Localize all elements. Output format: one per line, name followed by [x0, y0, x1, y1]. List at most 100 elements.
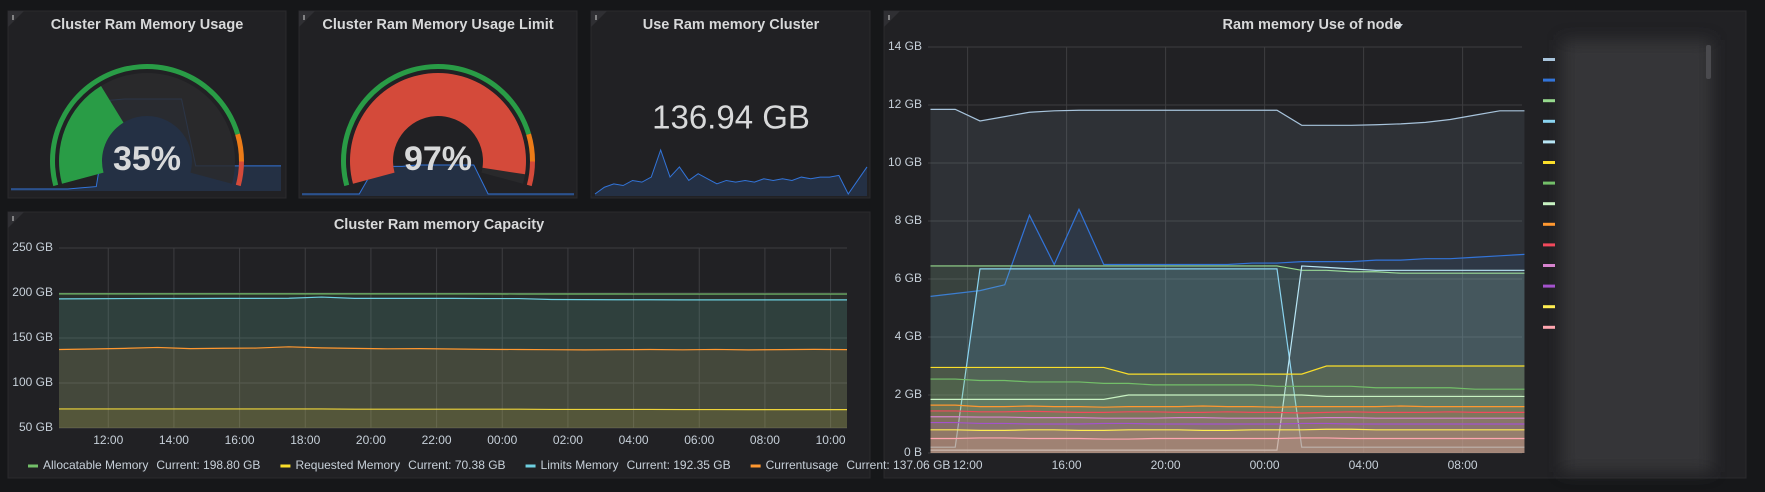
x-tick-label: 00:00 — [487, 433, 517, 447]
x-tick-label: 12:00 — [93, 433, 123, 447]
threshold-band — [526, 133, 535, 162]
legend-current: Current: 137.06 GB — [846, 458, 950, 472]
legend-swatch — [1543, 58, 1555, 61]
legend-swatch — [1543, 99, 1555, 103]
x-tick-label: 10:00 — [816, 433, 846, 447]
legend-swatch — [1543, 264, 1555, 267]
y-tick-label: 10 GB — [888, 155, 922, 169]
y-tick-label: 14 GB — [888, 39, 922, 53]
y-tick-label: 12 GB — [888, 97, 922, 111]
legend-label: Currentusage — [766, 458, 839, 472]
legend-swatch — [525, 464, 536, 468]
series-line — [58, 296, 847, 301]
sparkline-area — [595, 150, 867, 196]
series-area — [59, 293, 847, 428]
sparkline — [302, 164, 574, 195]
sparkline — [594, 148, 868, 195]
legend-swatch — [1543, 161, 1555, 164]
series-area — [930, 410, 1525, 453]
panel-title: Ram memory Use of node — [1223, 17, 1402, 33]
x-tick-label: 04:00 — [1349, 458, 1379, 472]
series-line — [930, 428, 1525, 431]
series-area — [930, 437, 1525, 453]
panel-title: Cluster Ram Memory Usage — [51, 17, 244, 33]
legend-swatch — [1543, 222, 1555, 226]
series-line — [930, 365, 1525, 375]
dropdown-caret[interactable] — [1395, 24, 1403, 29]
scrollbar[interactable] — [1706, 45, 1711, 79]
legend-current: Current: 70.38 GB — [408, 458, 505, 472]
series-line — [930, 421, 1525, 425]
legend-current: Current: 192.35 GB — [627, 458, 731, 472]
threshold-band — [235, 133, 244, 162]
x-tick-label: 12:00 — [953, 458, 983, 472]
series-line — [59, 408, 848, 411]
legend-swatch — [1543, 325, 1555, 329]
legend-swatch — [1543, 243, 1555, 247]
threshold-band — [235, 161, 244, 187]
series-line — [930, 207, 1525, 297]
y-tick-label: 150 GB — [12, 330, 53, 344]
series-area — [930, 416, 1525, 453]
series-line — [930, 265, 1525, 451]
y-tick-label: 2 GB — [895, 387, 922, 401]
info-icon — [12, 15, 890, 221]
x-tick-label: 00:00 — [1250, 458, 1280, 472]
sparkline-area — [302, 165, 574, 196]
panel — [7, 211, 871, 479]
panel-title: Use Ram memory Cluster — [643, 17, 820, 33]
series-line — [930, 268, 1525, 448]
y-tick-label: 100 GB — [12, 375, 53, 389]
series-line — [58, 346, 848, 351]
gauge-value — [350, 72, 527, 184]
legend-swatch — [1543, 305, 1555, 309]
legend-swatch — [1543, 202, 1555, 206]
legend-swatch — [1543, 78, 1555, 82]
series-area — [59, 297, 847, 428]
x-tick-label: 22:00 — [422, 433, 452, 447]
threshold-band — [526, 161, 535, 187]
series-line — [930, 410, 1525, 414]
series-line — [930, 265, 1525, 274]
x-tick-label: 16:00 — [225, 433, 255, 447]
y-tick-label: 200 GB — [12, 285, 53, 299]
x-tick-label: 08:00 — [750, 433, 780, 447]
gauge-label: 35% — [113, 140, 181, 178]
x-tick-label: 14:00 — [159, 433, 189, 447]
y-tick-label: 8 GB — [895, 213, 922, 227]
series-line — [930, 394, 1525, 400]
panel-title: Cluster Ram Memory Usage Limit — [322, 17, 553, 33]
gauge-label: 97% — [404, 140, 472, 178]
panel-title: Cluster Ram memory Capacity — [334, 217, 544, 233]
gauge-value — [58, 85, 124, 184]
series-line — [930, 437, 1525, 440]
legend-swatch — [28, 464, 38, 468]
series-line — [930, 416, 1525, 419]
legend-label: Allocatable Memory — [43, 458, 148, 472]
series-area — [59, 408, 847, 428]
legend-swatch — [1543, 119, 1555, 123]
x-tick-label: 06:00 — [684, 433, 714, 447]
series-line — [930, 108, 1525, 126]
y-tick-label: 50 GB — [19, 420, 53, 434]
series-area — [930, 429, 1525, 453]
y-tick-label: 6 GB — [895, 271, 922, 285]
x-tick-label: 04:00 — [619, 433, 649, 447]
legend-swatch — [280, 464, 291, 468]
x-tick-label: 02:00 — [553, 433, 583, 447]
x-tick-label: 20:00 — [1151, 458, 1181, 472]
y-tick-label: 4 GB — [895, 329, 922, 343]
legend-swatch — [1543, 284, 1555, 288]
x-tick-label: 18:00 — [290, 433, 320, 447]
series-area — [930, 379, 1525, 453]
x-tick-label: 08:00 — [1448, 458, 1478, 472]
legend-swatch — [1543, 181, 1555, 185]
legend-swatch — [1543, 140, 1555, 144]
legend-current: Current: 198.80 GB — [156, 458, 260, 472]
x-tick-label: 20:00 — [356, 433, 386, 447]
legend-label: Limits Memory — [541, 458, 619, 472]
stat-value: 136.94 GB — [652, 99, 810, 136]
legend-swatch — [750, 464, 761, 468]
